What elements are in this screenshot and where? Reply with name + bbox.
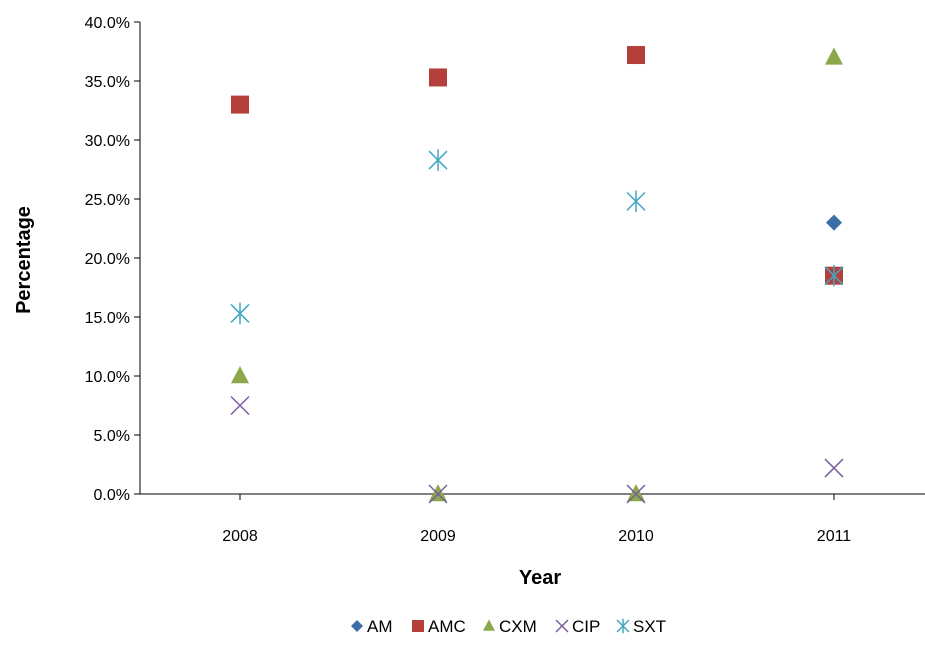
x-axis-title: Year bbox=[519, 567, 561, 589]
y-tick-label: 35.0% bbox=[85, 74, 130, 91]
series-amc bbox=[231, 46, 843, 285]
data-point-sxt bbox=[824, 264, 844, 287]
series-cip bbox=[230, 395, 844, 504]
data-point-cxm bbox=[627, 484, 645, 502]
series-am bbox=[826, 214, 842, 231]
legend-item-am: AM bbox=[351, 617, 393, 636]
legend-marker-cip bbox=[555, 619, 569, 633]
data-point-amc bbox=[231, 95, 249, 114]
data-point-am bbox=[826, 214, 842, 231]
axes: 0.0% 5.0% 10.0% 15.0% 20.0% 25.0% 30.0% 35.0% 40… bbox=[85, 15, 925, 545]
legend-label-sxt: SXT bbox=[633, 617, 666, 636]
x-tick-label: 2011 bbox=[817, 528, 852, 545]
data-point-cxm bbox=[231, 366, 249, 384]
legend-item-cip: CIP bbox=[555, 617, 600, 636]
series-sxt bbox=[230, 149, 844, 325]
data-point-cxm bbox=[825, 47, 843, 65]
y-tick-label: 40.0% bbox=[85, 15, 130, 32]
legend-label-cip: CIP bbox=[572, 617, 600, 636]
legend: AM AMC CXM CIP SXT bbox=[351, 617, 666, 636]
x-tick-label: 2008 bbox=[222, 528, 258, 545]
data-points bbox=[230, 46, 844, 504]
data-point-cip bbox=[428, 484, 448, 504]
legend-marker-sxt bbox=[616, 618, 630, 634]
y-tick-label: 10.0% bbox=[85, 369, 130, 386]
y-tick-label: 5.0% bbox=[94, 428, 130, 445]
y-tick-label: 15.0% bbox=[85, 310, 130, 327]
legend-label-am: AM bbox=[367, 617, 393, 636]
legend-item-cxm: CXM bbox=[483, 617, 537, 636]
legend-item-sxt: SXT bbox=[616, 617, 666, 636]
y-tick-label: 25.0% bbox=[85, 192, 130, 209]
legend-item-amc: AMC bbox=[412, 617, 466, 636]
legend-marker-amc bbox=[412, 620, 424, 632]
data-point-cip bbox=[230, 395, 250, 416]
legend-marker-am bbox=[351, 620, 363, 632]
data-point-sxt bbox=[428, 149, 448, 171]
x-tick-label: 2010 bbox=[618, 528, 654, 545]
series-cxm bbox=[231, 47, 843, 502]
y-tick-label: 30.0% bbox=[85, 133, 130, 150]
y-tick-label: 0.0% bbox=[94, 487, 130, 504]
y-tick-label: 20.0% bbox=[85, 251, 130, 268]
data-point-sxt bbox=[626, 190, 646, 213]
legend-marker-cxm bbox=[483, 619, 495, 631]
legend-label-cxm: CXM bbox=[499, 617, 537, 636]
data-point-amc bbox=[429, 68, 447, 87]
x-tick-label: 2009 bbox=[420, 528, 456, 545]
data-point-amc bbox=[627, 46, 645, 65]
legend-label-amc: AMC bbox=[428, 617, 466, 636]
data-point-cxm bbox=[429, 484, 447, 502]
data-point-sxt bbox=[230, 302, 250, 325]
data-point-cip bbox=[824, 458, 844, 478]
y-axis-title: Percentage bbox=[13, 206, 35, 314]
data-point-cip bbox=[626, 484, 646, 504]
